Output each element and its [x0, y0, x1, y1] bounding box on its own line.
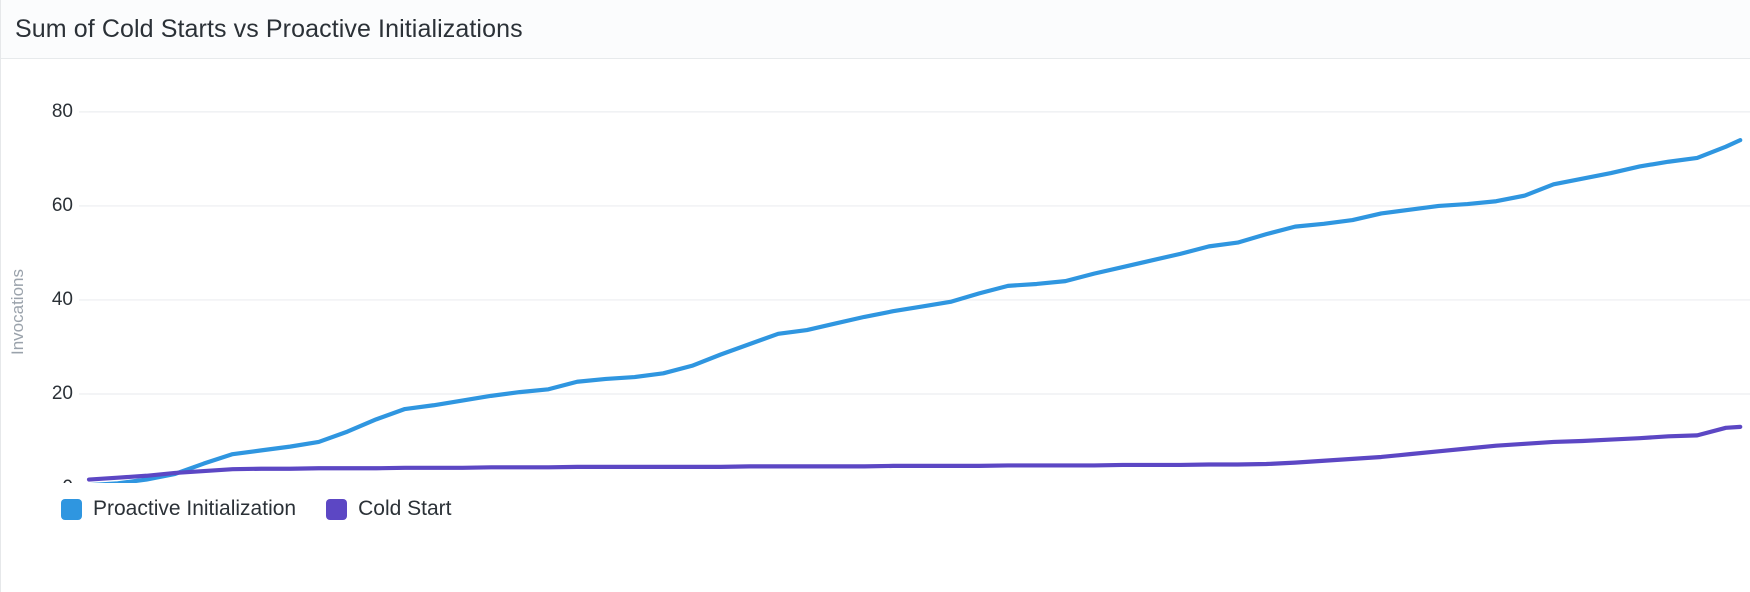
y-tick-label: 80: [52, 101, 73, 122]
legend-swatch-icon: [61, 498, 82, 520]
legend-item-cold-start[interactable]: Cold Start: [326, 497, 451, 521]
series-line-cold-start: [86, 424, 1743, 482]
y-tick-label: 0: [62, 477, 73, 483]
legend-item-label: Proactive Initialization: [93, 497, 297, 520]
y-tick-label: 40: [52, 289, 73, 310]
y-axis-title: Invocations: [8, 269, 27, 355]
page-title: Sum of Cold Starts vs Proactive Initiali…: [15, 14, 523, 43]
y-axis-tick-labels: 0 20 40 60 80: [52, 101, 73, 483]
chart-legend: Proactive Initialization Cold Start: [61, 492, 451, 526]
panel-header: Sum of Cold Starts vs Proactive Initiali…: [1, 0, 1750, 59]
series-line-proactive-initialization: [90, 138, 1743, 483]
legend-swatch-icon: [326, 498, 348, 520]
legend-item-label: Cold Start: [358, 497, 452, 520]
y-tick-label: 20: [52, 383, 73, 404]
data-series: [86, 138, 1743, 483]
y-tick-label: 60: [52, 195, 73, 216]
chart-plot-area: 020406080 15:0018:0021:00Thu 2003:0006:0…: [1, 59, 1750, 483]
gridlines: [79, 111, 1750, 395]
line-chart: 020406080 15:0018:0021:00Thu 2003:0006:0…: [8, 101, 1750, 483]
legend-item-proactive-initialization[interactable]: Proactive Initialization: [61, 497, 296, 521]
